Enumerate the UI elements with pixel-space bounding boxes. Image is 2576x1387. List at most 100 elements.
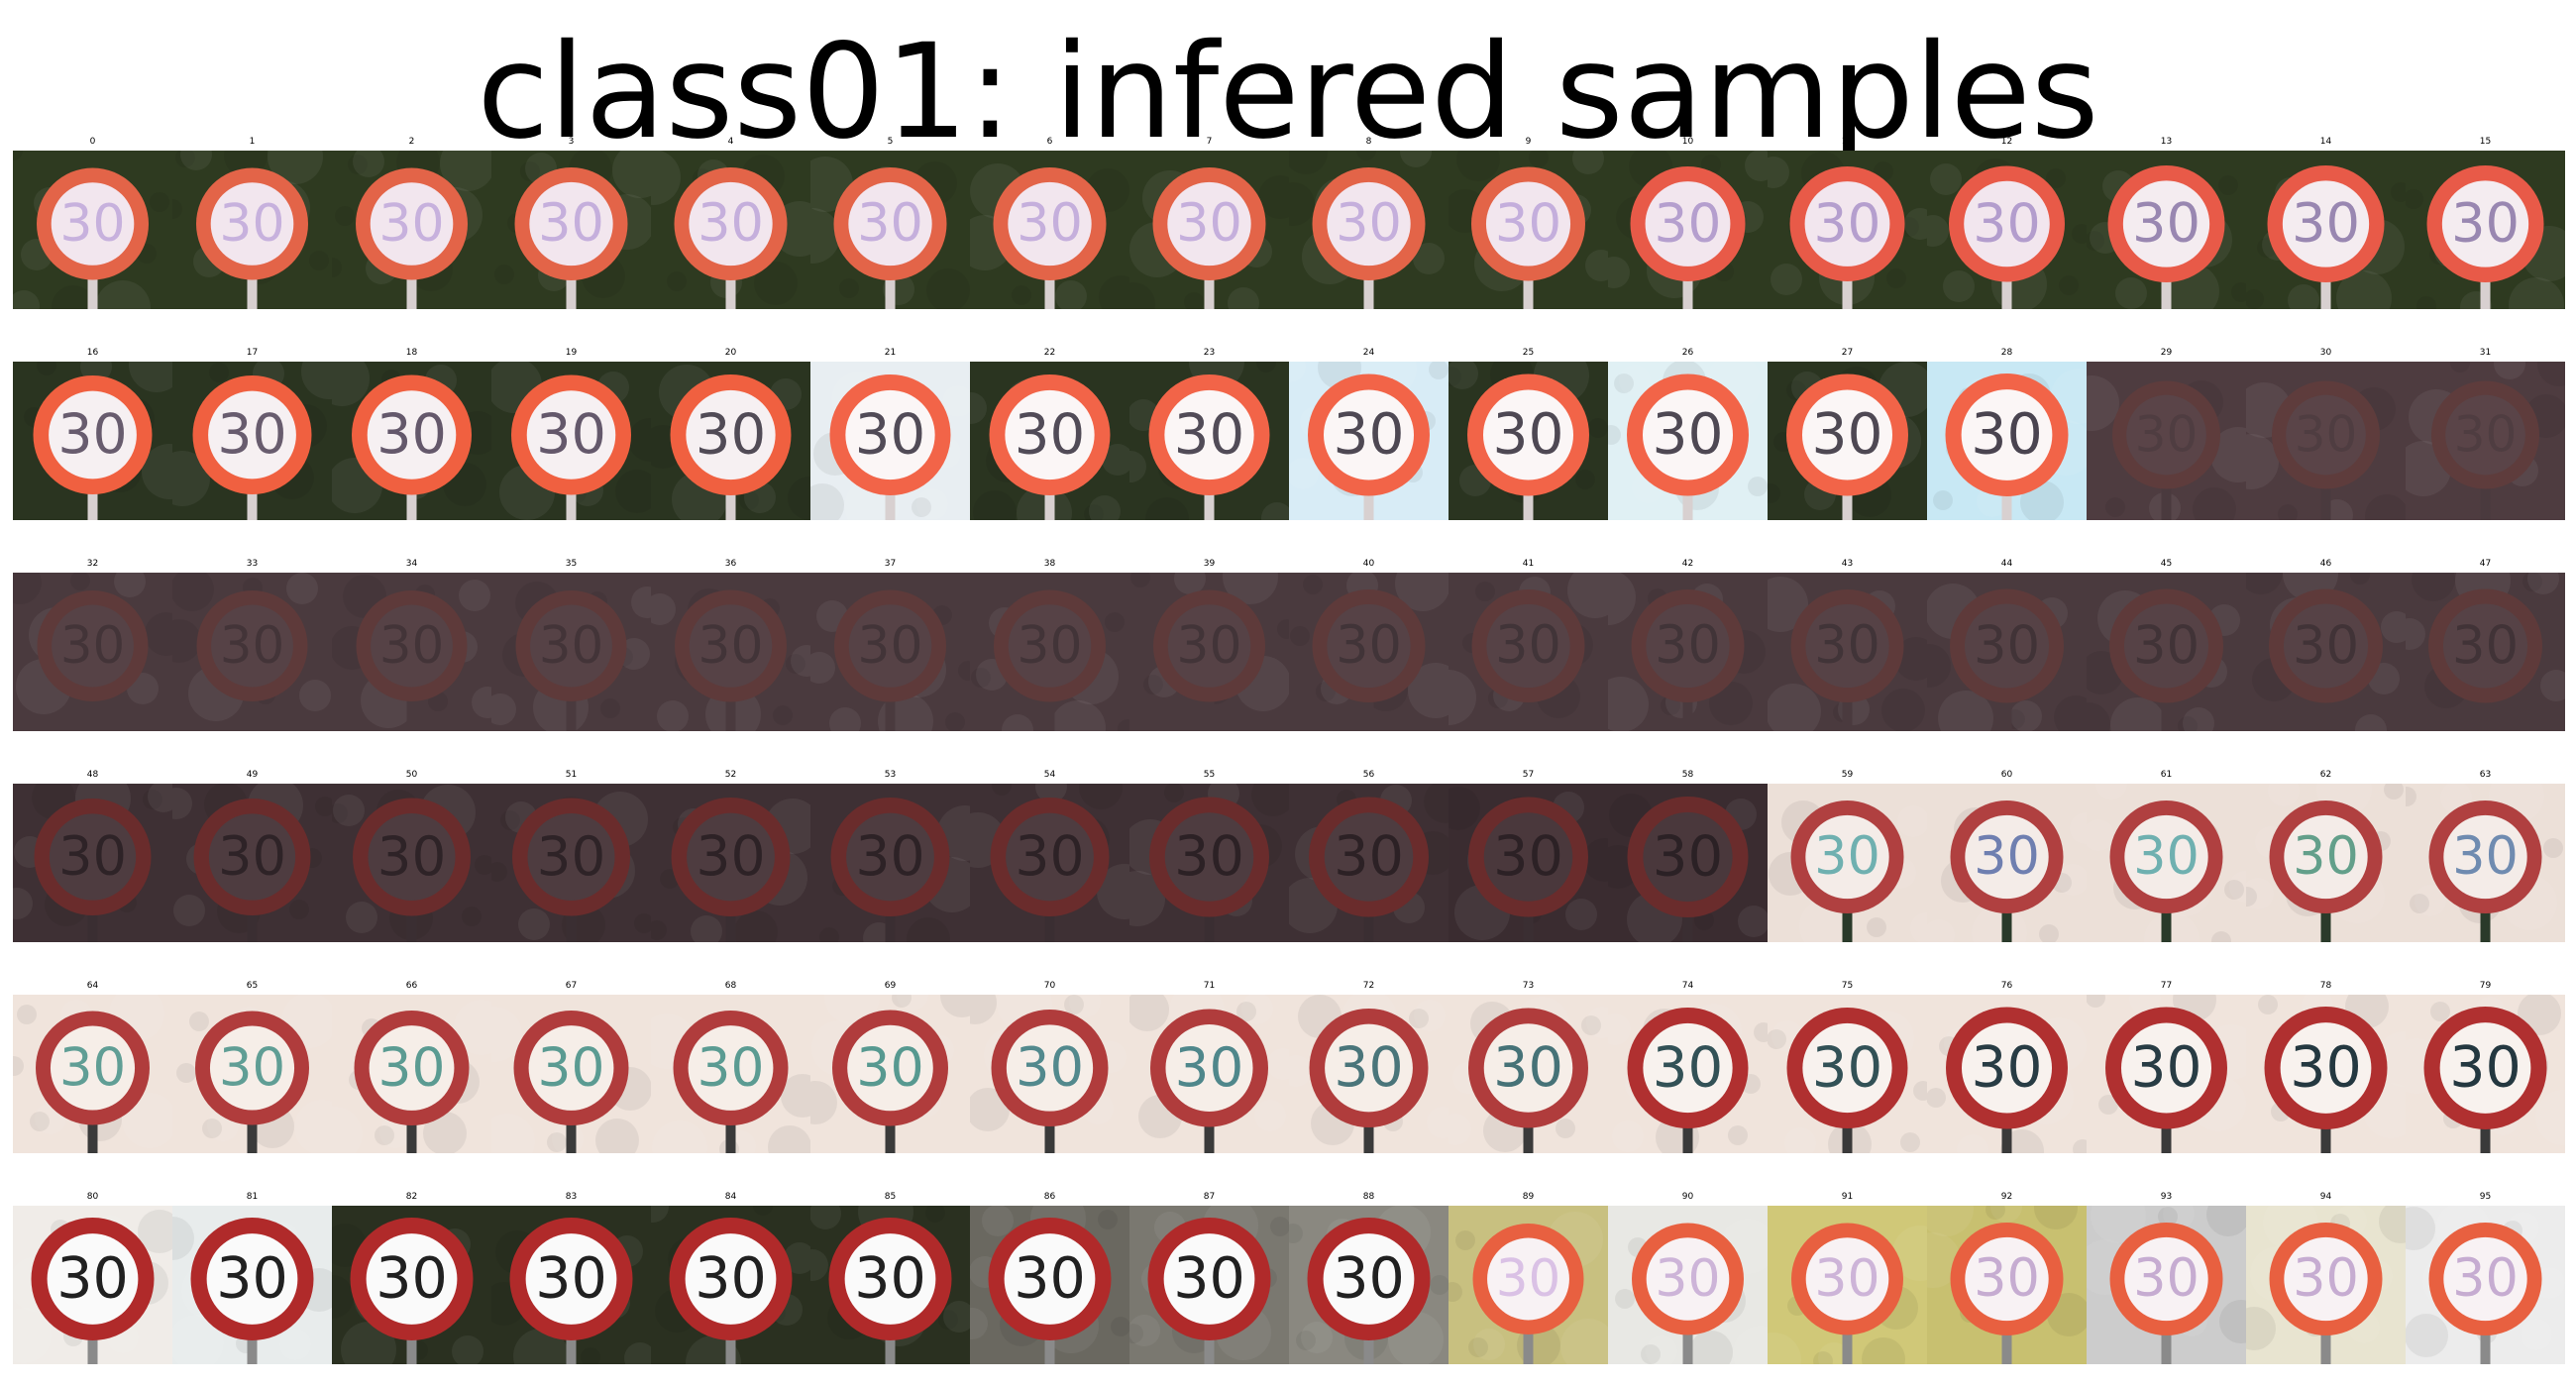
sample-tile: 57 30 — [1449, 770, 1608, 942]
sign-number-text: 30 — [2133, 826, 2200, 887]
sign-number-text: 30 — [1973, 192, 2040, 255]
traffic-sign-image: 30 — [172, 995, 332, 1153]
sign-number-text: 30 — [855, 402, 925, 467]
sample-index-label: 90 — [1681, 1192, 1694, 1202]
traffic-sign-image: 30 — [810, 151, 970, 309]
sample-tile: 3 30 — [491, 137, 651, 309]
sign-number-text: 30 — [1334, 824, 1404, 889]
traffic-sign-image: 30 — [1449, 1206, 1608, 1364]
traffic-sign-image: 30 — [1927, 151, 2087, 309]
traffic-sign-image: 30 — [1927, 1206, 2087, 1364]
traffic-sign-image: 30 — [1129, 1206, 1289, 1364]
sample-tile: 0 30 — [13, 137, 172, 309]
sample-tile: 87 30 — [1129, 1192, 1289, 1364]
sign-number-text: 30 — [59, 1037, 126, 1098]
sign-number-text: 30 — [2454, 404, 2518, 463]
sample-tile: 86 30 — [970, 1192, 1129, 1364]
traffic-sign-image: 30 — [651, 1206, 810, 1364]
sample-tile: 77 30 — [2087, 981, 2246, 1153]
sample-index-label: 86 — [1043, 1192, 1056, 1202]
sample-tile: 95 30 — [2406, 1192, 2565, 1364]
traffic-sign-image: 30 — [13, 573, 172, 731]
sample-index-label: 80 — [86, 1192, 99, 1202]
sign-number-text: 30 — [1812, 401, 1883, 467]
sample-index-label: 4 — [727, 137, 734, 147]
sign-number-text: 30 — [1974, 615, 2040, 676]
sign-number-text: 30 — [698, 1035, 765, 1098]
sample-index-label: 5 — [887, 137, 894, 147]
sign-number-text: 30 — [2293, 1248, 2359, 1309]
traffic-sign-image: 30 — [332, 573, 491, 731]
sample-index-label: 29 — [2160, 348, 2173, 358]
traffic-sign-image: 30 — [1768, 151, 1927, 309]
traffic-sign-image: 30 — [2406, 784, 2565, 942]
sample-index-label: 37 — [884, 559, 897, 569]
sign-number-text: 30 — [857, 193, 923, 254]
sample-tile: 80 30 — [13, 1192, 172, 1364]
sample-index-label: 50 — [405, 770, 418, 780]
sample-tile: 90 30 — [1608, 1192, 1768, 1364]
sample-tile: 46 30 — [2246, 559, 2406, 731]
sample-index-label: 27 — [1841, 348, 1854, 358]
sign-number-text: 30 — [1016, 1036, 1084, 1099]
traffic-sign-image: 30 — [651, 995, 810, 1153]
sample-tile: 16 30 — [13, 348, 172, 520]
sign-number-text: 30 — [857, 616, 922, 676]
sample-index-label: 92 — [2000, 1192, 2013, 1202]
sample-index-label: 62 — [2319, 770, 2332, 780]
traffic-sign-image: 30 — [651, 784, 810, 942]
sample-tile: 39 30 — [1129, 559, 1289, 731]
traffic-sign-image: 30 — [1289, 995, 1449, 1153]
sample-tile: 69 30 — [810, 981, 970, 1153]
sample-index-label: 21 — [884, 348, 897, 358]
traffic-sign-image: 30 — [1449, 151, 1608, 309]
traffic-sign-image: 30 — [1129, 573, 1289, 731]
sample-tile: 26 30 — [1608, 348, 1768, 520]
sample-index-label: 14 — [2319, 137, 2332, 147]
sample-index-label: 26 — [1681, 348, 1694, 358]
traffic-sign-image: 30 — [13, 1206, 172, 1364]
sign-number-text: 30 — [2293, 826, 2359, 887]
traffic-sign-image: 30 — [2406, 1206, 2565, 1364]
sample-index-label: 56 — [1362, 770, 1375, 780]
sign-number-text: 30 — [1653, 401, 1724, 467]
sample-index-label: 82 — [405, 1192, 418, 1202]
sample-tile: 21 30 — [810, 348, 970, 520]
sample-index-label: 17 — [246, 348, 259, 358]
sample-index-label: 63 — [2479, 770, 2492, 780]
traffic-sign-image: 30 — [1927, 995, 2087, 1153]
sign-number-text: 30 — [377, 824, 447, 888]
sample-tile: 81 30 — [172, 1192, 332, 1364]
sign-number-text: 30 — [1015, 825, 1084, 889]
sample-tile: 5 30 — [810, 137, 970, 309]
sample-tile: 28 30 — [1927, 348, 2087, 520]
traffic-sign-image: 30 — [491, 573, 651, 731]
sample-index-label: 15 — [2479, 137, 2492, 147]
traffic-sign-image: 30 — [2406, 573, 2565, 731]
traffic-sign-image: 30 — [1129, 362, 1289, 520]
sample-tile: 73 30 — [1449, 981, 1608, 1153]
sample-index-label: 22 — [1043, 348, 1056, 358]
sample-index-label: 87 — [1203, 1192, 1216, 1202]
sample-tile: 94 30 — [2246, 1192, 2406, 1364]
sample-index-label: 23 — [1203, 348, 1216, 358]
sample-index-label: 34 — [405, 559, 418, 569]
sample-tile: 6 30 — [970, 137, 1129, 309]
sample-tile: 56 30 — [1289, 770, 1449, 942]
traffic-sign-image: 30 — [1608, 573, 1768, 731]
sign-number-text: 30 — [1814, 191, 1881, 254]
sign-number-text: 30 — [537, 824, 606, 888]
sample-index-label: 49 — [246, 770, 259, 780]
traffic-sign-image: 30 — [1449, 362, 1608, 520]
sign-number-text: 30 — [220, 616, 285, 676]
sign-number-text: 30 — [1814, 1249, 1879, 1309]
traffic-sign-image: 30 — [1608, 362, 1768, 520]
traffic-sign-image: 30 — [172, 573, 332, 731]
sample-tile: 31 30 — [2406, 348, 2565, 520]
sample-index-label: 76 — [2000, 981, 2013, 991]
sample-tile: 59 30 — [1768, 770, 1927, 942]
sample-tile: 17 30 — [172, 348, 332, 520]
sample-index-label: 13 — [2160, 137, 2173, 147]
sample-index-label: 68 — [724, 981, 737, 991]
sample-tile: 53 30 — [810, 770, 970, 942]
